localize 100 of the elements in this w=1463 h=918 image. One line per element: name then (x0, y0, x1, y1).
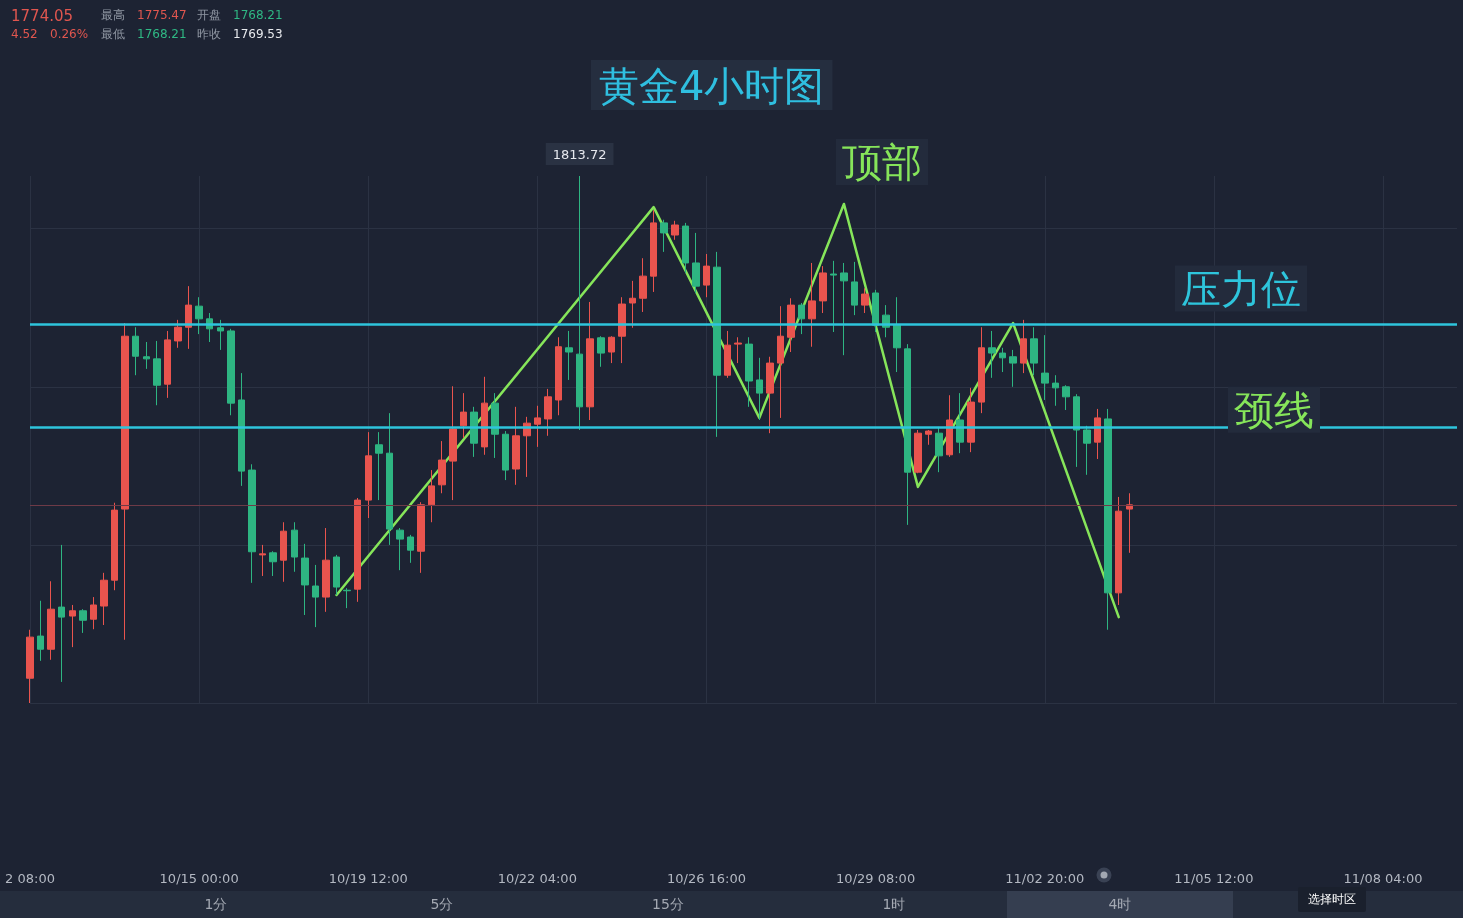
x-tick-label: 11/02 20:00 (1005, 871, 1085, 886)
candlestick (1020, 319, 1027, 374)
x-tick-label: 10/19 12:00 (328, 871, 408, 886)
candlestick (365, 431, 372, 519)
candlestick (946, 394, 953, 458)
text: 1774.05 (11, 7, 74, 26)
candlestick (407, 534, 414, 564)
candlestick (248, 463, 256, 584)
candlestick (925, 429, 932, 446)
x-tick-label: 11/08 04:00 (1343, 871, 1423, 886)
candlestick (280, 521, 287, 583)
candlestick (185, 285, 192, 350)
candlestick (238, 372, 245, 487)
candlestick (745, 336, 753, 408)
candlestick (460, 392, 467, 439)
candlestick (967, 387, 975, 453)
candlestick (153, 340, 161, 406)
candlestick (1030, 326, 1038, 376)
candlestick (1062, 384, 1070, 411)
candlestick (819, 265, 827, 314)
candlestick (491, 392, 499, 459)
candlestick (100, 572, 108, 626)
candlestick (1126, 492, 1133, 554)
candlestick (671, 220, 679, 241)
candlestick (69, 604, 76, 648)
candlestick (47, 580, 55, 661)
candlestick (58, 544, 65, 683)
text: 5分 (430, 896, 454, 912)
text: 开盘 (197, 8, 221, 23)
candlestick (756, 357, 763, 421)
candlestick (470, 406, 478, 458)
candlestick (851, 261, 858, 316)
candlestick (597, 335, 605, 368)
text: 1775.47 (137, 8, 187, 23)
text: 0.26% (50, 27, 89, 42)
x-tick-label: 10/29 08:00 (836, 871, 916, 886)
text: 4.52 (11, 27, 38, 42)
candlestick (872, 289, 879, 333)
candlestick (988, 330, 996, 379)
candlestick (143, 341, 150, 370)
candlestick (333, 554, 340, 596)
text: 1769.53 (233, 27, 283, 42)
candlestick (861, 287, 869, 314)
candlestick (734, 336, 742, 364)
candlestick (555, 336, 562, 416)
candlestick (576, 175, 583, 431)
candlestick (512, 406, 520, 486)
candlestick (79, 608, 87, 634)
candlestick (798, 302, 805, 335)
candlestick (164, 330, 171, 399)
x-tick-label: 10/26 16:00 (666, 871, 747, 886)
candlestick (893, 296, 901, 373)
candlestick (935, 426, 943, 473)
x-tick-label: 10/22 04:00 (497, 871, 577, 886)
text: 选择时区 (1298, 887, 1366, 912)
candlestick (608, 335, 615, 364)
candlestick (544, 388, 552, 437)
candlestick (438, 440, 446, 494)
text: 昨收 (197, 27, 221, 42)
candlestick (766, 356, 774, 434)
text: 1分 (204, 896, 228, 912)
candlestick (386, 412, 393, 546)
candlestick (132, 326, 139, 376)
candlestick (914, 429, 922, 474)
candlestick (650, 209, 657, 293)
candlestick (354, 497, 361, 603)
candlestick (586, 301, 594, 421)
candlestick (291, 521, 298, 573)
candlestick (787, 297, 795, 353)
text: 1768.21 (233, 8, 283, 23)
candlestick (396, 527, 404, 571)
candlestick (217, 319, 224, 351)
candlestick (1052, 374, 1059, 407)
candlestick (629, 280, 636, 329)
x-tick-label: 10/15 00:00 (159, 871, 239, 886)
candlestick (639, 257, 647, 313)
candlestick (1009, 349, 1017, 388)
candlestick (999, 347, 1006, 373)
candlestick (840, 262, 848, 356)
candlestick (904, 343, 911, 526)
candlestick (713, 251, 721, 438)
candlestick (1073, 393, 1080, 468)
candlestick (259, 544, 266, 577)
candlestick (37, 600, 44, 662)
candlestick (312, 564, 319, 628)
candlestick (682, 222, 689, 274)
candlestick (343, 587, 351, 609)
candlestick (1041, 334, 1049, 401)
annotation: 颈线 (1234, 386, 1314, 433)
candlestick (481, 376, 488, 456)
text: 最高 (101, 8, 125, 23)
candlestick (322, 527, 330, 613)
text: 1时 (882, 896, 906, 912)
candlestick (703, 253, 710, 298)
candlestick (269, 550, 277, 577)
candlestick (724, 330, 731, 379)
candlestick (375, 431, 383, 501)
text: 15分 (652, 896, 684, 912)
candlestick (174, 319, 182, 349)
candlestick (692, 232, 700, 294)
